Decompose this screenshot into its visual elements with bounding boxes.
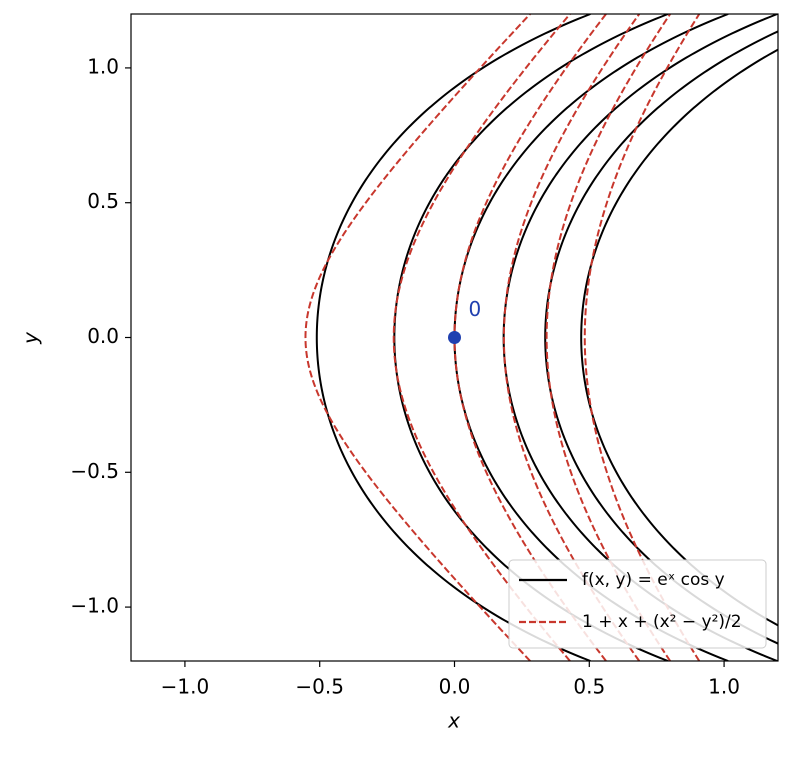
y-axis-label: y	[19, 331, 43, 345]
contour-line	[583, 14, 701, 661]
contour-line	[392, 14, 571, 661]
contour-line	[580, 48, 778, 627]
y-tick-label: 0.0	[87, 324, 119, 348]
x-tick-label: 0.0	[439, 675, 471, 699]
contour-line	[315, 14, 591, 661]
x-tick-label: 1.0	[708, 675, 740, 699]
contour-line	[304, 14, 531, 661]
legend-label: 1 + x + (x² − y²)/2	[582, 612, 742, 632]
y-tick-label: −1.0	[70, 594, 119, 618]
y-tick-label: 1.0	[87, 54, 119, 78]
y-tick-label: −0.5	[70, 459, 119, 483]
plot-area	[304, 14, 778, 661]
legend-label: f(x, y) = eˣ cos y	[582, 570, 725, 590]
y-tick-label: 0.5	[87, 189, 119, 213]
point-label: 0	[469, 297, 482, 321]
x-tick-label: −1.0	[161, 675, 210, 699]
contour-line	[502, 14, 641, 661]
legend: f(x, y) = eˣ cos y 1 + x + (x² − y²)/2	[508, 559, 767, 649]
legend-box	[508, 559, 767, 649]
point	[448, 331, 461, 344]
x-tick-label: −0.5	[295, 675, 344, 699]
contour-line	[544, 30, 778, 645]
x-axis-label: x	[447, 709, 460, 733]
x-tick-label: 0.5	[573, 675, 605, 699]
contour-line	[545, 14, 672, 661]
